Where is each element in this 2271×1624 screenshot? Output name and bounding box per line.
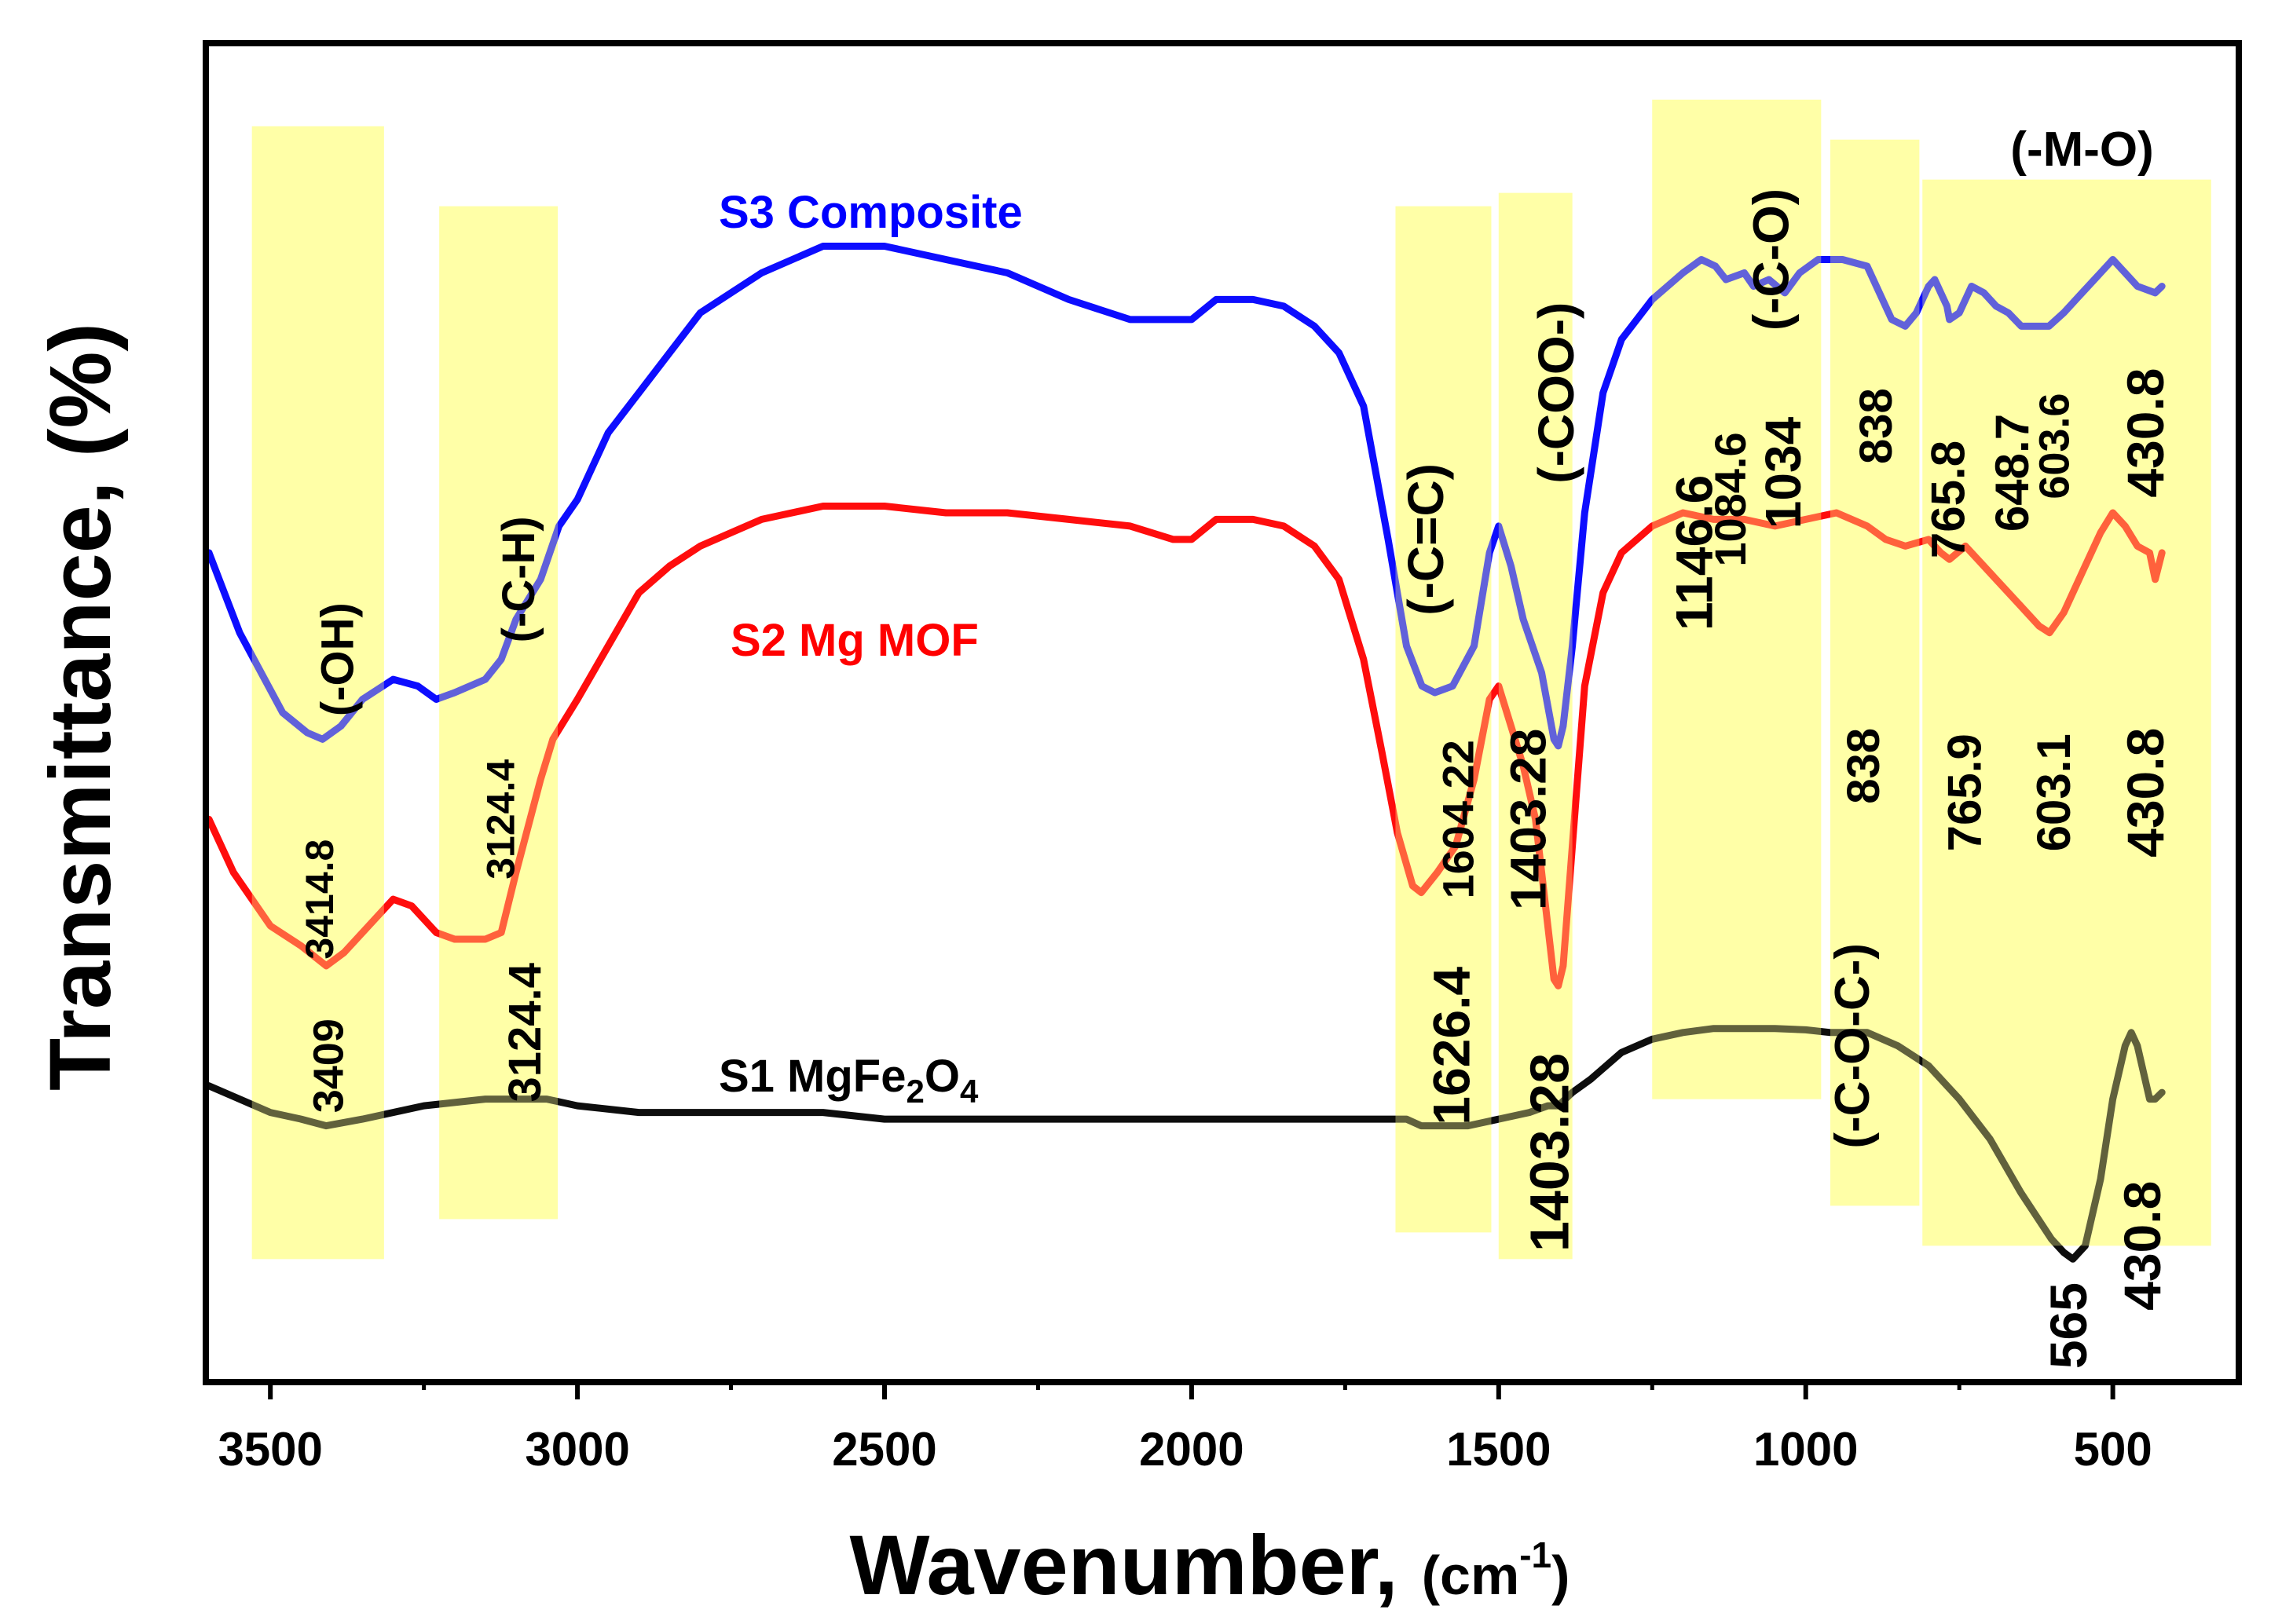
peak-annotations: 3414.8 (-OH) 3124.4 (-C-H) 3409 3124.4 (-C=C) 1… [298,123,2174,1369]
series-label-s1-sub1: 2 [907,1073,925,1110]
peak-annotation: 3124.4 [479,759,523,880]
highlight-band-overlay [1498,192,1573,1260]
highlight-band [1830,139,1920,1206]
x-tick-label: 3500 [218,1423,322,1476]
x-tick-label: 1000 [1753,1423,1858,1476]
peak-annotation: (-C=C) [1397,463,1454,616]
peak-annotation: 1403.28 [1500,729,1557,910]
peak-annotation: 603.6 [2031,393,2079,499]
series-label-s2: S2 Mg MOF [731,615,979,666]
peak-annotation: 430.8 [2116,368,2174,498]
x-axis-title-unit: (cm [1422,1545,1519,1606]
series-line-s1 [205,1025,2166,1263]
peak-annotation: 838 [1851,388,1902,464]
plot-frame [203,40,2242,1385]
peak-annotation: 430.8 [2116,728,2174,858]
x-tick-label: 3000 [525,1423,629,1476]
peak-annotation: (-M-O) [2010,123,2153,177]
peak-annotation: 430.8 [2113,1181,2171,1311]
peak-annotation: 1146.6 [1665,475,1723,631]
peak-annotation: 3414.8 [298,839,342,960]
series-label-s1: S1 MgFe2O4 [719,1051,979,1110]
peak-annotation: (-COO-) [1528,302,1584,484]
peak-annotation: 3124.4 [500,963,551,1102]
x-tick-label: 500 [2074,1423,2152,1476]
x-axis-title-sup: -1 [1519,1534,1551,1575]
peak-annotation: 838 [1838,728,1889,804]
spectra-curves [205,99,2211,1263]
x-axis-ticks: 3500 3000 2500 2000 1500 1000 500 [218,1379,2152,1476]
peak-annotation: 1626.4 [1423,967,1481,1125]
series-label-s3: S3 Composite [719,187,1023,238]
peak-annotation: 648.7 [1986,414,2038,532]
highlight-band-overlay [1830,139,1920,1206]
highlight-band-overlay [251,126,384,1260]
series-label-s1-sub2: 4 [960,1073,979,1110]
peak-annotation: (-C-H) [493,516,544,642]
highlight-band [1652,99,1822,1099]
x-axis-title: Wavenumber, (cm-1) [850,1517,1570,1612]
peak-annotation: 1034 [1755,416,1811,529]
peak-annotation: 1604.22 [1434,740,1483,898]
highlight-band-overlay [1652,99,1822,1099]
peak-annotation: (-OH) [312,602,363,716]
peak-annotation: (-C-O-C-) [1826,943,1880,1149]
x-tick-label: 2500 [832,1423,936,1476]
x-tick-label: 1500 [1446,1423,1551,1476]
series-line-s2 [205,503,2166,989]
series-labels: S3 Composite S2 Mg MOF S1 MgFe2O4 [719,187,1023,1110]
x-axis-title-main: Wavenumber, [850,1517,1422,1612]
x-axis-title-close: ) [1551,1545,1570,1606]
peak-annotation: 3409 [306,1019,353,1113]
peak-annotation: 603.1 [2027,733,2080,851]
highlight-band [439,206,559,1220]
highlight-band-overlay [1922,179,2211,1246]
peak-annotation: 1403.28 [1519,1053,1581,1252]
series-line-s3 [205,243,2166,750]
highlight-band-overlay [439,206,559,1220]
series-label-s1-mid: O [925,1051,960,1102]
highlight-band-overlay [1395,206,1492,1233]
peak-annotation: 765.9 [1939,733,1991,851]
peak-annotation: 565 [2039,1282,2097,1369]
y-axis-title: Transmittance, (%) [32,323,129,1091]
highlight-band [1395,206,1492,1233]
series-label-s1-prefix: S1 MgFe [719,1051,907,1102]
highlight-band [1922,179,2211,1246]
x-tick-label: 2000 [1139,1423,1244,1476]
peak-annotation: 765.8 [1922,441,1975,558]
peak-annotation: (-C-O) [1743,188,1800,331]
peak-annotation: 1084.6 [1705,432,1755,566]
highlight-bands [251,99,2211,1260]
